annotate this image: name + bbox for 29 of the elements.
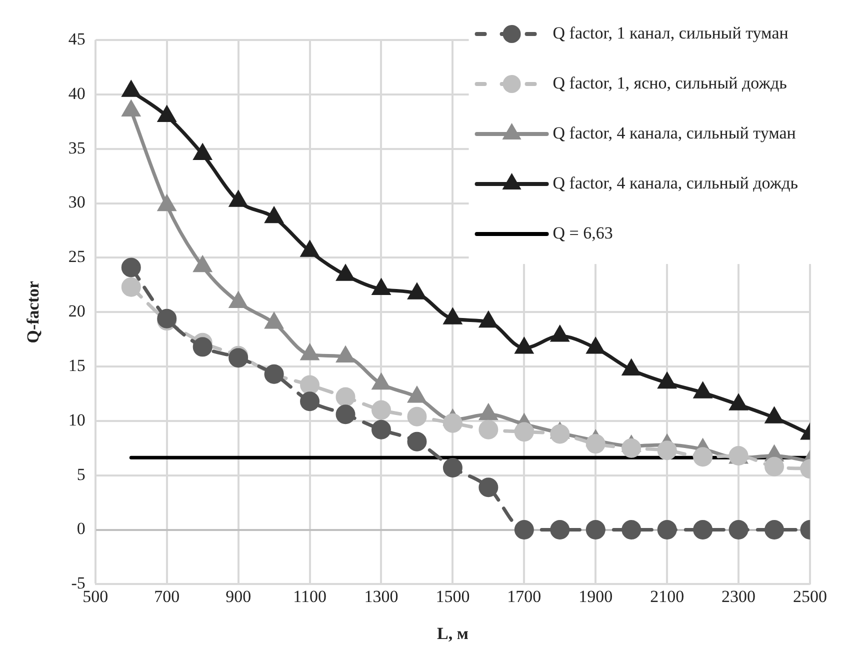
x-axis-title: L, м — [436, 624, 469, 644]
legend-label: Q = 6,63 — [552, 223, 613, 242]
y-tick-label: -5 — [71, 574, 86, 593]
x-tick-label: 500 — [82, 586, 108, 606]
y-tick-label: 35 — [68, 138, 86, 158]
y-tick-label: 20 — [68, 302, 86, 321]
y-tick-label: 45 — [68, 29, 86, 48]
x-tick-label: 1700 — [507, 586, 542, 606]
legend-label: Q factor, 4 канала, сильный туман — [552, 123, 796, 142]
legend-label: Q factor, 4 канала, сильный дождь — [552, 173, 798, 192]
legend-label: Q factor, 1 канал, сильный туман — [552, 23, 788, 42]
x-tick-label: 2100 — [650, 586, 684, 606]
x-tick-label: 1900 — [578, 586, 613, 606]
x-tick-label: 1500 — [436, 586, 470, 606]
x-tick-label: 2300 — [722, 586, 756, 606]
y-tick-label: 25 — [68, 247, 86, 266]
x-tick-label: 700 — [154, 586, 180, 606]
y-tick-label: 10 — [68, 410, 86, 430]
x-tick-label: 1100 — [293, 586, 326, 606]
y-tick-label: 5 — [76, 464, 86, 484]
x-tick-label: 2500 — [793, 586, 827, 606]
x-tick-label: 1300 — [364, 586, 398, 606]
y-tick-label: 40 — [68, 84, 86, 103]
y-tick-label: 0 — [76, 519, 86, 538]
y-tick-label: 30 — [68, 192, 86, 212]
y-axis-title: Q-factor — [24, 280, 43, 344]
legend-label: Q factor, 1, ясно, сильный дождь — [552, 73, 788, 92]
x-tick-label: 900 — [226, 586, 252, 606]
y-tick-label: 15 — [68, 356, 86, 375]
